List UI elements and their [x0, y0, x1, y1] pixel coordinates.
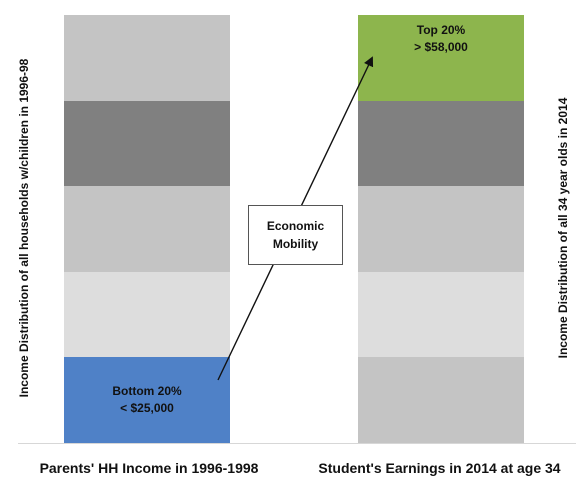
students-category-label: Student's Earnings in 2014 at age 34: [318, 460, 561, 476]
economic-mobility-line-2: Mobility: [272, 237, 319, 251]
parents-band-2: [64, 100, 230, 187]
top-20-line-2: > $58,000: [414, 40, 468, 54]
parents-band-3: [64, 186, 230, 272]
bottom-20-label: Bottom 20% < $25,000: [64, 383, 230, 417]
parents-band-4: [64, 271, 230, 358]
students-earnings-column: Top 20% > $58,000: [358, 15, 524, 443]
bottom-20-line-2: < $25,000: [120, 401, 174, 416]
parents-band-5: Bottom 20% < $25,000: [64, 357, 230, 443]
students-band-2: [358, 100, 524, 187]
students-band-4: [358, 271, 524, 358]
right-axis-title-text: Income Distribution of all 34 year olds …: [556, 97, 570, 359]
top-20-line-1: Top 20%: [416, 23, 466, 37]
bottom-20-line-1: Bottom 20%: [112, 384, 182, 399]
students-band-1: Top 20% > $58,000: [358, 15, 524, 101]
top-20-label: Top 20% > $58,000: [358, 22, 524, 56]
parents-band-1: [64, 15, 230, 101]
parents-category-label: Parents' HH Income in 1996-1998: [39, 460, 259, 476]
students-band-5: [358, 357, 524, 443]
baseline: [18, 443, 576, 444]
students-band-3: [358, 186, 524, 272]
economic-mobility-box: Economic Mobility: [248, 205, 343, 265]
economic-mobility-line-1: Economic: [266, 219, 325, 233]
parents-income-column: Bottom 20% < $25,000: [64, 15, 230, 443]
left-axis-title-text: Income Distribution of all households w/…: [17, 58, 31, 398]
